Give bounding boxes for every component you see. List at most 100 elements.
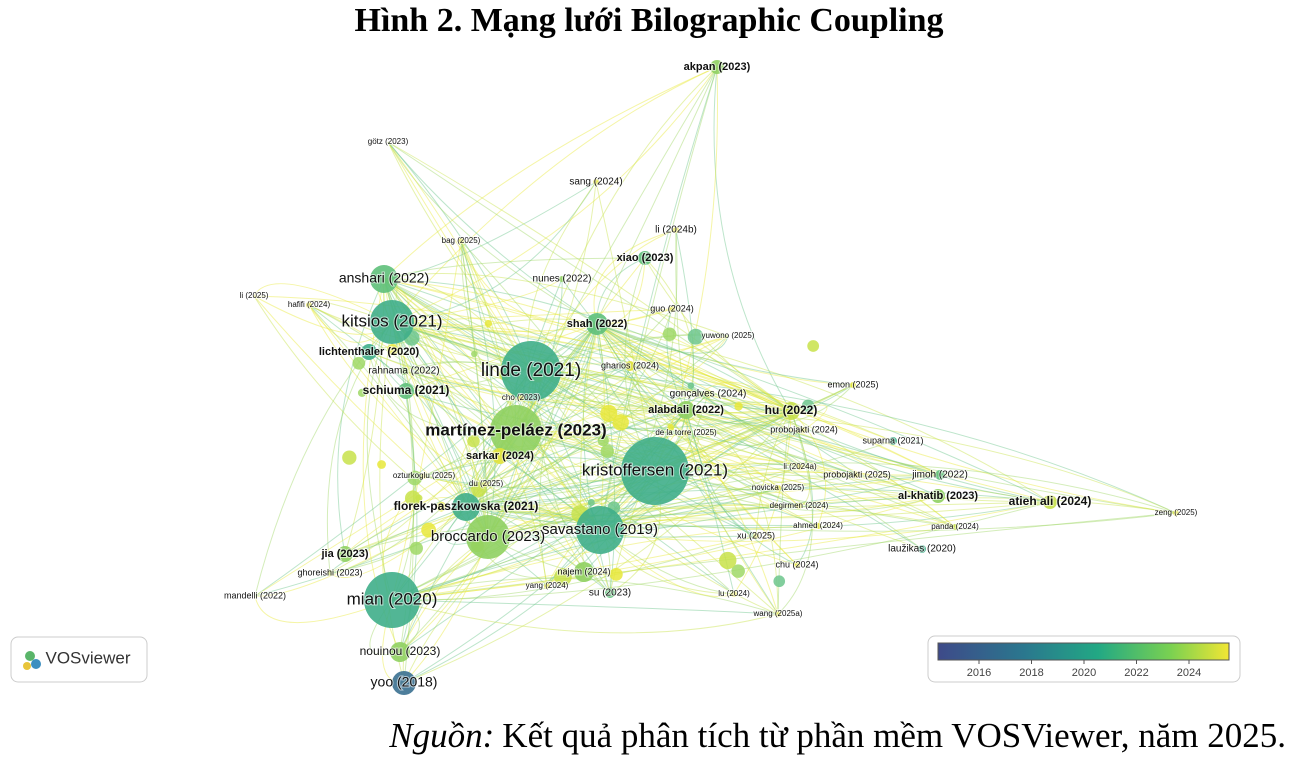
edge [487, 323, 598, 538]
edge [596, 321, 792, 412]
node-label: li (2024b) [655, 225, 697, 236]
edge [465, 440, 894, 508]
edge [383, 278, 757, 537]
edge [599, 529, 735, 597]
node-label: jimoh (2022) [911, 470, 968, 481]
edge [383, 66, 718, 280]
node-label: florek-paszkowska (2021) [394, 499, 539, 513]
colorbar-tick-label: 2022 [1124, 667, 1148, 679]
edge [391, 512, 1177, 601]
edge [379, 321, 405, 684]
edge [595, 181, 656, 472]
node-label: yang (2024) [526, 581, 569, 590]
node [1173, 510, 1179, 516]
node [458, 238, 464, 244]
edge [329, 506, 467, 574]
node [361, 344, 377, 360]
colorbar-gradient [937, 642, 1230, 661]
node [918, 545, 926, 553]
edge [403, 370, 687, 411]
edge [530, 370, 1051, 503]
colorbar-tick-label: 2016 [967, 667, 991, 679]
node-label: gonçalves (2024) [670, 389, 747, 400]
edge [308, 304, 517, 432]
edge [391, 410, 792, 601]
node-label: mian (2020) [347, 589, 438, 608]
edge [337, 278, 385, 555]
edge [383, 278, 611, 594]
node [370, 300, 414, 344]
edge [465, 474, 941, 508]
edge [383, 278, 687, 411]
edge [596, 323, 779, 615]
minor-node [600, 444, 614, 458]
colorbar-tick-label: 2024 [1177, 667, 1201, 679]
edge [530, 370, 956, 528]
edge [515, 430, 798, 566]
edge [515, 335, 729, 432]
minor-node [409, 541, 423, 555]
edge [596, 323, 687, 434]
edge [599, 495, 939, 531]
edge [391, 321, 585, 573]
node-label: probojakti (2025) [823, 469, 891, 479]
node-label: jia (2023) [320, 548, 368, 560]
edge [253, 295, 792, 412]
caption-text: Kết quả phân tích từ phần mềm VOSViewer,… [502, 716, 1286, 755]
node [621, 437, 689, 505]
node-label: akpan (2023) [684, 61, 751, 73]
edge [599, 466, 801, 531]
node-label: de la torre (2025) [655, 428, 717, 437]
edge [366, 321, 393, 601]
node [782, 402, 800, 420]
edge [465, 393, 709, 508]
node-label: cho (2023) [502, 393, 541, 402]
node-label: zeng (2025) [1155, 508, 1198, 517]
node [935, 470, 945, 480]
edge [460, 240, 598, 326]
logo[interactable]: VOSviewer [10, 636, 148, 683]
edge [685, 409, 798, 566]
node [490, 405, 542, 457]
node-label: yoo (2018) [371, 674, 438, 690]
edge [465, 474, 941, 517]
minor-node [731, 564, 745, 578]
edge [596, 323, 939, 497]
node [364, 572, 420, 628]
node [854, 472, 860, 478]
edge [387, 141, 532, 372]
logo-icon [23, 662, 31, 670]
node [392, 671, 416, 695]
edge [391, 321, 792, 412]
node-label: hu (2022) [765, 403, 818, 417]
edge [391, 525, 819, 601]
node-label: nouinou (2023) [360, 644, 441, 658]
node [625, 361, 635, 371]
edge [308, 304, 467, 508]
edge [790, 410, 811, 507]
edge [460, 240, 517, 432]
node-label: ghoreishi (2023) [297, 567, 362, 577]
node [731, 591, 737, 597]
edge [596, 323, 1051, 503]
edge [403, 470, 656, 684]
edge [654, 462, 1177, 514]
edge [599, 66, 718, 531]
edge [596, 323, 1051, 503]
node [1043, 495, 1057, 509]
minor-node [801, 399, 815, 413]
edge [399, 323, 598, 653]
edge [596, 323, 800, 507]
edge [530, 370, 1177, 514]
edge [596, 323, 854, 386]
minor-node [352, 356, 366, 370]
minor-node [773, 575, 786, 588]
node [796, 503, 802, 509]
edge [599, 502, 819, 531]
colorbar-tick-label: 2020 [1072, 667, 1096, 679]
edge [599, 474, 858, 531]
node [753, 533, 759, 539]
edge [403, 410, 792, 684]
edge [329, 370, 532, 574]
